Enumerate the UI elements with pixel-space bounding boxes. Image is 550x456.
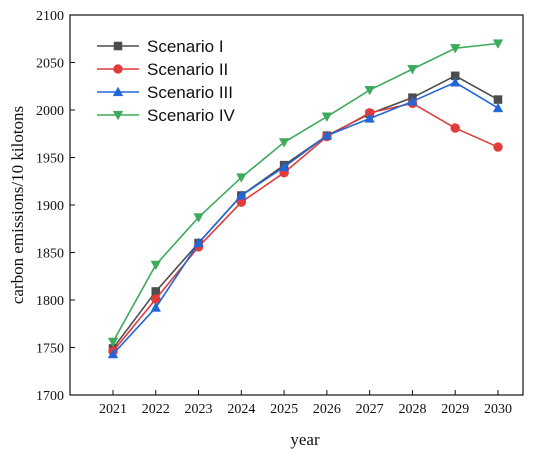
y-tick-label: 2050 [36,57,64,72]
x-tick-label: 2030 [484,402,512,417]
series-line [112,102,499,352]
series-line [112,42,499,343]
x-tick-label: 2028 [398,402,426,417]
x-tick-label: 2021 [99,402,127,417]
data-point-square [151,287,161,296]
series-group [108,98,503,357]
y-tick-label: 1800 [36,294,64,309]
x-tick-label: 2022 [142,402,170,417]
legend-label: Scenario III [147,83,233,102]
data-point-triangle-up [492,102,504,113]
data-point-triangle-up [150,302,162,312]
data-point-circle [450,123,460,133]
data-point-triangle-down [193,213,204,223]
data-point-triangle-down [107,337,119,348]
data-point-triangle-down [112,110,124,121]
legend: Scenario I Scenario II Scenario III Scenari… [97,37,236,125]
data-point-triangle-down [492,39,504,49]
data-point-triangle-down [278,138,290,148]
data-point-triangle-up [364,113,375,123]
data-point-square [493,95,503,104]
data-point-square [113,41,123,51]
data-point-circle [113,64,123,74]
x-tick-label: 2023 [185,402,213,417]
series-line [112,81,499,355]
y-tick-label: 1900 [36,199,64,214]
data-point-triangle-up [321,130,333,140]
legend-label: Scenario I [147,37,224,56]
y-axis-title: carbon emissions/10 kilotons [8,106,27,304]
y-tick-label: 2100 [36,9,64,24]
series-layer [107,39,504,359]
data-point-triangle-up [449,77,461,87]
x-tick-label: 2025 [270,402,298,417]
y-tick-label: 1750 [36,342,64,357]
x-tick-label: 2029 [441,402,469,417]
legend-item: Scenario I [97,37,224,56]
data-point-triangle-up [278,161,290,172]
data-point-triangle-down [236,173,247,183]
legend-item: Scenario III [97,83,233,102]
legend-item: Scenario II [97,60,228,79]
data-point-triangle-up [112,86,124,97]
data-point-triangle-up [193,237,204,248]
x-tick-label: 2024 [227,402,255,417]
legend-label: Scenario II [147,60,228,79]
data-point-triangle-up [407,96,418,106]
data-point-circle [493,142,503,152]
legend-label: Scenario IV [147,106,236,125]
y-tick-label: 1950 [36,152,64,167]
data-point-triangle-down [449,44,461,54]
x-tick-label: 2027 [356,402,384,417]
series-group [107,39,504,348]
y-tick-label: 1700 [36,389,64,404]
data-point-triangle-up [107,348,119,359]
series-group [107,77,504,359]
axis-layer: 2021 2022 2023 2024 2025 2026 2027 2028 2029 2030… [36,9,512,417]
data-point-triangle-down [150,260,162,271]
x-tick-label: 2026 [313,402,341,417]
data-point-triangle-down [364,85,375,96]
data-point-triangle-down [321,112,333,122]
data-point-triangle-up [236,190,247,200]
data-point-triangle-down [407,65,418,75]
x-axis-title: year [290,430,320,449]
y-tick-label: 1850 [36,247,64,262]
y-tick-label: 2000 [36,104,64,119]
legend-item: Scenario IV [97,106,236,125]
